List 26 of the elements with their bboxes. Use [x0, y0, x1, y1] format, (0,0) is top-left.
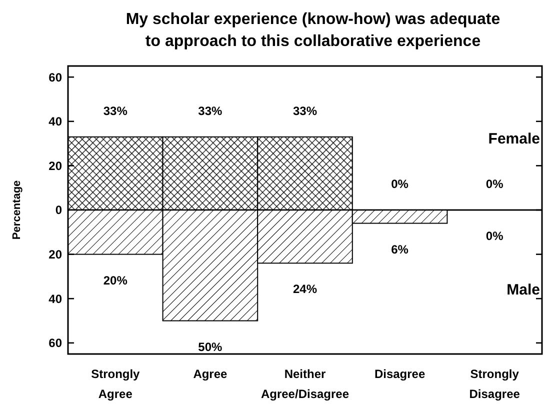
- data-label: 33%: [292, 104, 318, 118]
- data-label: 0%: [391, 177, 409, 191]
- x-tick-label: Strongly Agree: [91, 367, 140, 401]
- x-tick-label: Strongly Disagree: [469, 367, 520, 401]
- y-tick-label: 60: [48, 70, 62, 84]
- text: Male: [506, 281, 540, 298]
- x-tick-label: Disagree: [374, 367, 426, 381]
- data-label: 0%: [486, 177, 504, 191]
- y-axis-title: Percentage: [11, 180, 23, 240]
- x-tick-label: Agree: [193, 367, 228, 381]
- y-tick-label: 40: [48, 114, 62, 129]
- data-label: 6%: [391, 242, 409, 256]
- y-tick-label: 40: [48, 292, 62, 306]
- data-label: 20%: [103, 273, 128, 288]
- y-tick-label: 60: [48, 336, 62, 350]
- x-tick-label: Neither Agree/Disagree: [260, 367, 350, 401]
- data-label: 0%: [486, 229, 504, 243]
- text: Female: [488, 130, 540, 148]
- data-label: 33%: [103, 104, 128, 118]
- y-tick-label: 20: [48, 158, 62, 173]
- chart-title: My scholar experience (know-how) was adequate to approach to this collaborative experience: [126, 11, 500, 50]
- data-label: 50%: [198, 340, 223, 354]
- data-label: 33%: [198, 104, 223, 118]
- y-tick-label: 0: [55, 203, 62, 218]
- data-label: 24%: [292, 282, 318, 296]
- y-tick-label: 20: [48, 248, 62, 262]
